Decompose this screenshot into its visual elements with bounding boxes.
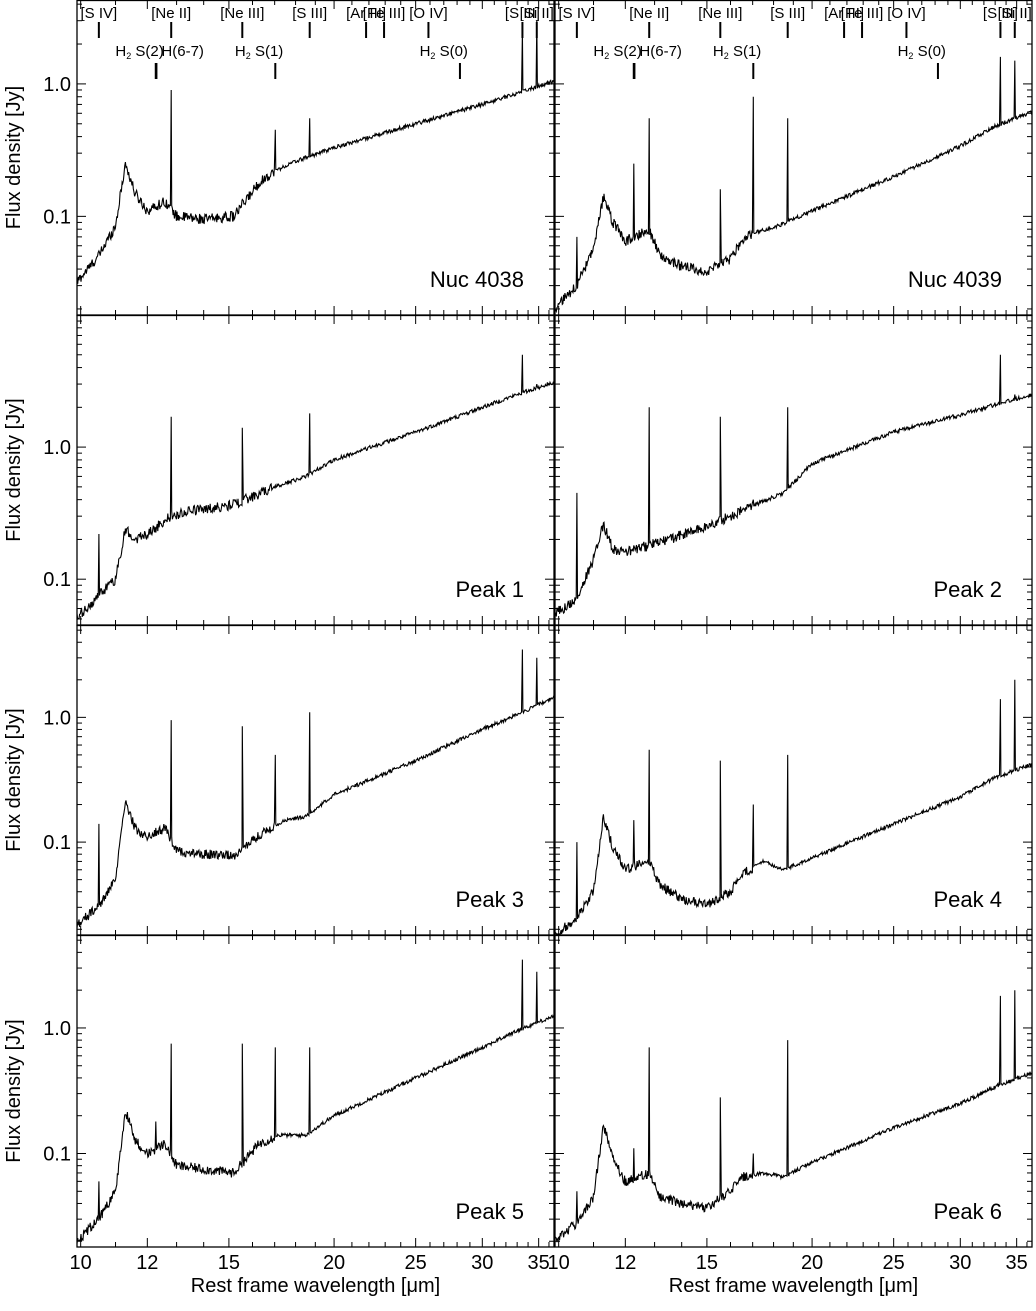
x-tick-label: 12 <box>136 1252 158 1274</box>
x-tick-label: 12 <box>614 1252 636 1274</box>
h2-marker-label: H2 S(2) <box>115 43 163 61</box>
line-marker-label: [Si II] <box>520 5 554 22</box>
spectrum-line <box>76 354 555 621</box>
line-marker-label: [S III] <box>983 5 1018 22</box>
spectrum-panel-peak-5: 0.1 1.0 Flux density [Jy] 10 12 15 20 25 30 35 Res… <box>3 934 555 1297</box>
x-tick-label: 30 <box>471 1252 493 1274</box>
y-tick-label: 0.1 <box>43 206 71 228</box>
spectrum-line <box>554 56 1033 314</box>
spectrum-line <box>554 990 1033 1243</box>
panel-label: Peak 4 <box>934 887 1003 912</box>
line-marker-label: [Si II] <box>998 5 1032 22</box>
y-tick-label: 1.0 <box>43 74 71 96</box>
h2-marker-label: H2 S(0) <box>898 43 946 61</box>
y-axis-label: Flux density [Jy] <box>3 708 25 851</box>
line-marker-label: [Fe III] <box>363 5 406 22</box>
y-axis-label: Flux density [Jy] <box>3 398 25 541</box>
spectrum-panel-peak-4: Peak 4 <box>554 624 1033 936</box>
line-marker-label: [Ne II] <box>151 5 191 22</box>
spectrum-panel-peak-6: 10 12 15 20 25 30 35 Rest frame wavelength [μm]… <box>548 934 1033 1297</box>
hi-marker-label: H(6-7) <box>639 43 682 60</box>
line-marker-label: [S IV] <box>81 5 118 22</box>
y-tick-label: 0.1 <box>43 1144 71 1166</box>
line-marker-label: [S III] <box>505 5 540 22</box>
spectrum-panel-nuc-4039: [S IV] [Ne II] [Ne III] [S III] [Ar III][Fe … <box>554 0 1033 316</box>
x-tick-label: 20 <box>801 1252 823 1274</box>
line-marker-label: [Ne III] <box>698 5 742 22</box>
line-marker-label: [Ne III] <box>220 5 264 22</box>
spectrum-line <box>76 649 555 928</box>
y-tick-label: 1.0 <box>43 437 71 459</box>
x-tick-label: 25 <box>883 1252 905 1274</box>
panel-label: Peak 1 <box>456 577 525 602</box>
x-tick-label: 15 <box>696 1252 718 1274</box>
panel-label: Peak 3 <box>456 887 525 912</box>
line-marker-label: [Ne II] <box>629 5 669 22</box>
spectrum-panel-peak-3: 0.1 1.0 Flux density [Jy] Peak 3 <box>3 624 555 936</box>
y-tick-label: 0.1 <box>43 569 71 591</box>
line-marker-label: [Fe III] <box>841 5 884 22</box>
x-axis-label: Rest frame wavelength [μm] <box>191 1275 440 1297</box>
spectrum-line <box>554 679 1033 935</box>
line-marker-label: [S III] <box>292 5 327 22</box>
spectrum-panel-nuc-4038: 0.1 1.0 Flux density [Jy] [S IV] [Ne II] [Ne … <box>3 0 555 316</box>
x-tick-label: 25 <box>405 1252 427 1274</box>
y-axis-label: Flux density [Jy] <box>3 86 25 229</box>
y-tick-label: 1.0 <box>43 1018 71 1040</box>
line-marker-label: [Ar III] <box>824 5 864 22</box>
line-marker-label: [Ar III] <box>346 5 386 22</box>
line-marker-label: [S III] <box>770 5 805 22</box>
h2-marker-label: H2 S(1) <box>713 43 761 61</box>
h2-marker-label: H2 S(1) <box>235 43 283 61</box>
x-tick-label: 10 <box>548 1252 570 1274</box>
x-tick-label: 10 <box>70 1252 92 1274</box>
h2-marker-label: H2 S(2) <box>593 43 641 61</box>
h2-marker-label: H2 S(0) <box>420 43 468 61</box>
hi-marker-label: H(6-7) <box>161 43 204 60</box>
spectrum-line <box>76 959 555 1244</box>
x-axis-label: Rest frame wavelength [μm] <box>669 1275 918 1297</box>
y-axis-label: Flux density [Jy] <box>3 1019 25 1162</box>
spectrum-line <box>76 20 555 284</box>
panel-grid: 0.1 1.0 Flux density [Jy] [S IV] [Ne II] [Ne … <box>3 0 1033 1297</box>
x-tick-label: 35 <box>1006 1252 1028 1274</box>
panel-label: Peak 5 <box>456 1199 525 1224</box>
panel-label: Peak 6 <box>934 1199 1003 1224</box>
line-marker-label: [S IV] <box>559 5 596 22</box>
x-tick-label: 35 <box>528 1252 550 1274</box>
spectrum-panel-peak-1: 0.1 1.0 Flux density [Jy] Peak 1 <box>3 314 555 626</box>
panel-label: Nuc 4038 <box>430 267 524 292</box>
x-tick-label: 30 <box>949 1252 971 1274</box>
y-tick-label: 1.0 <box>43 707 71 729</box>
line-marker-label: [O IV] <box>887 5 925 22</box>
panel-label: Peak 2 <box>934 577 1003 602</box>
y-tick-label: 0.1 <box>43 832 71 854</box>
x-tick-label: 20 <box>323 1252 345 1274</box>
spectrum-line <box>554 354 1033 617</box>
spectrum-panel-peak-2: Peak 2 <box>554 314 1033 626</box>
x-tick-label: 15 <box>218 1252 240 1274</box>
line-marker-label: [O IV] <box>409 5 447 22</box>
panel-label: Nuc 4039 <box>908 267 1002 292</box>
